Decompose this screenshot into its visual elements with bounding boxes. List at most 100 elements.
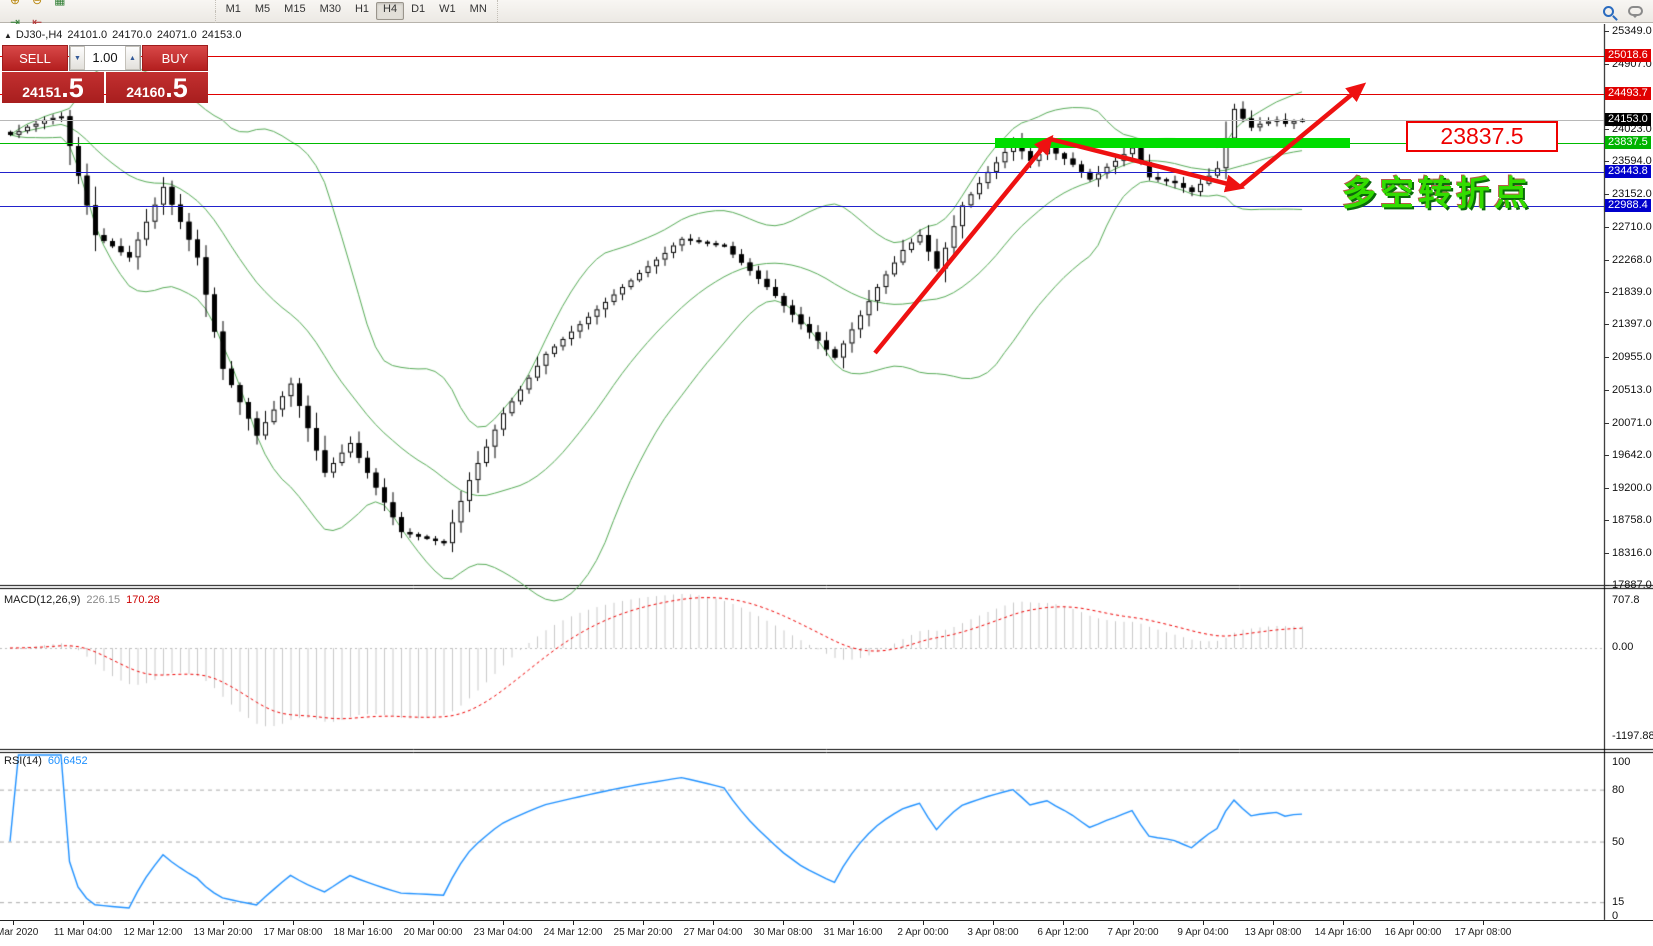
time-tickmark <box>1203 921 1204 925</box>
support-line-22988[interactable] <box>0 206 1604 208</box>
chart-window: ▲ DJ30-,H4 24101.0 24170.0 24071.0 24153.0 SE… <box>0 24 1653 946</box>
trend-arrow-up-1[interactable] <box>873 134 1054 355</box>
buy-price-main: 24160 <box>126 84 166 100</box>
sell-price[interactable]: 24151 .5 <box>2 72 104 103</box>
timeframe-m1-button[interactable]: M1 <box>225 3 241 15</box>
price-tickmark <box>1604 194 1609 196</box>
price-tickmark <box>1604 291 1609 293</box>
support-line-23443[interactable] <box>0 172 1604 174</box>
time-tickmark <box>13 921 14 925</box>
price-tickmark <box>1604 226 1609 228</box>
time-tickmark <box>1483 921 1484 925</box>
collapse-icon[interactable]: ▲ <box>4 31 12 40</box>
chart-canvas[interactable] <box>0 24 1653 946</box>
price-tickmark <box>1604 129 1609 131</box>
zoom-out-icon: ⊖ <box>32 0 43 7</box>
chart-shift-button[interactable]: ⇤ <box>27 12 49 32</box>
toolbar-right <box>1603 5 1653 18</box>
resistance-zone-bar[interactable] <box>995 138 1350 149</box>
price-tick-label: 21397.0 <box>1612 318 1652 331</box>
macd-indicator-label: MACD(12,26,9) 226.15 170.28 <box>4 594 160 606</box>
resistance-line-24493[interactable] <box>0 94 1604 96</box>
macd-axis-label: 0.00 <box>1612 641 1634 653</box>
price-axis: 25349.0 24907.0 24023.0 23594.0 23152.0 22710… <box>1604 24 1653 922</box>
price-tickmark <box>1604 357 1609 359</box>
buy-price[interactable]: 24160 .5 <box>106 72 208 103</box>
key-level-price-label[interactable]: 23837.5 <box>1406 121 1558 153</box>
macd-value-main: 226.15 <box>86 594 121 606</box>
price-tickmark <box>1604 161 1609 163</box>
tile-windows-icon: ▦ <box>54 0 66 7</box>
macd-axis-label: 707.8 <box>1612 594 1640 606</box>
time-tickmark <box>293 921 294 925</box>
rsi-axis-label: 0 <box>1612 910 1619 922</box>
turning-point-annotation[interactable]: 多空转折点 <box>1342 175 1532 213</box>
timeframe-m5-button[interactable]: M5 <box>254 3 271 15</box>
time-tick-label: 27 Mar 04:00 <box>683 927 743 938</box>
trend-arrow-up-2[interactable] <box>1238 82 1367 189</box>
zoom-in-button[interactable]: ⊕ <box>5 0 27 10</box>
timeframe-d1-button[interactable]: D1 <box>411 3 426 15</box>
auto-scroll-button[interactable]: ⇥ <box>5 12 27 32</box>
key-level-line-23837[interactable] <box>0 143 1604 145</box>
time-tick-label: 9 Apr 04:00 <box>1177 927 1229 938</box>
price-tickmark <box>1604 63 1609 65</box>
trend-arrows[interactable] <box>0 24 1604 920</box>
timeframe-m30-button[interactable]: M30 <box>319 3 341 15</box>
price-label-22988-4: 22988.4 <box>1605 199 1651 213</box>
rsi-indicator-label: RSI(14) 60.6452 <box>4 755 88 767</box>
rsi-axis-label: 15 <box>1612 896 1625 908</box>
sell-button[interactable]: SELL <box>2 45 68 71</box>
volume-increase-icon[interactable]: ▲ <box>125 46 140 70</box>
time-tick-label: 17 Apr 08:00 <box>1454 927 1512 938</box>
volume-input[interactable]: 1.00 <box>92 50 118 65</box>
price-tick-label: 18316.0 <box>1612 547 1652 560</box>
rsi-axis-label: 80 <box>1612 784 1625 796</box>
time-tick-label: 23 Mar 04:00 <box>473 927 533 938</box>
time-tickmark <box>433 921 434 925</box>
ohlc-close: 24153.0 <box>201 29 242 41</box>
timeframe-m15-button[interactable]: M15 <box>284 3 306 15</box>
ohlc-high: 24170.0 <box>112 29 152 41</box>
toolbar-group-zoom: ⊕ ⊖ ▦ <box>2 0 216 11</box>
time-tickmark <box>783 921 784 925</box>
time-tickmark <box>993 921 994 925</box>
time-tick-label: 3 Apr 08:00 <box>967 927 1019 938</box>
time-tick-label: 14 Apr 16:00 <box>1314 927 1372 938</box>
macd-axis-label: -1197.88 <box>1612 730 1653 742</box>
time-tick-label: 16 Apr 00:00 <box>1384 927 1442 938</box>
buy-button[interactable]: BUY <box>142 45 208 71</box>
timeframe-toolbar: M1 M5 M15 M30 H1 H4 D1 W1 MN <box>216 0 498 22</box>
current-price-line[interactable] <box>0 119 1604 121</box>
price-tick-label: 22710.0 <box>1612 220 1652 233</box>
chat-icon[interactable] <box>1628 6 1643 18</box>
timeframe-h4-button[interactable]: H4 <box>376 2 405 20</box>
one-click-trade-panel: SELL ▼ 1.00 ▲ BUY 24151 .5 24160 .5 <box>2 45 208 103</box>
volume-decrease-icon[interactable]: ▼ <box>70 46 85 70</box>
search-icon[interactable] <box>1603 5 1614 17</box>
time-tick-label: 25 Mar 20:00 <box>613 927 673 938</box>
resistance-line-25018[interactable] <box>0 55 1604 57</box>
price-tick-label: 19200.0 <box>1612 481 1652 494</box>
price-tick-label: 20071.0 <box>1612 416 1652 429</box>
time-tick-label: 6 Apr 12:00 <box>1037 927 1089 938</box>
timeframe-h1-button[interactable]: H1 <box>354 3 370 15</box>
time-tickmark <box>713 921 714 925</box>
zoom-out-button[interactable]: ⊖ <box>27 0 49 10</box>
time-axis: 9 Mar 2020 11 Mar 04:00 12 Mar 12:00 13 Mar… <box>0 920 1653 946</box>
trend-arrow-down[interactable] <box>1049 136 1246 193</box>
symbol-name: DJ30-,H4 <box>15 29 63 41</box>
price-label-24153-0: 24153.0 <box>1605 112 1651 126</box>
price-tickmark <box>1604 553 1609 555</box>
time-tick-label: 31 Mar 16:00 <box>823 927 883 938</box>
volume-stepper: ▼ 1.00 ▲ <box>69 45 141 71</box>
tile-windows-button[interactable]: ▦ <box>49 0 72 10</box>
price-tickmark <box>1604 31 1609 32</box>
time-tick-label: 24 Mar 12:00 <box>543 927 603 938</box>
timeframe-w1-button[interactable]: W1 <box>439 3 456 15</box>
timeframe-mn-button[interactable]: MN <box>469 3 487 15</box>
time-tick-label: 18 Mar 16:00 <box>333 927 393 938</box>
price-tickmark <box>1604 324 1609 326</box>
price-tick-label: 25349.0 <box>1612 25 1652 37</box>
time-tickmark <box>1273 921 1274 925</box>
